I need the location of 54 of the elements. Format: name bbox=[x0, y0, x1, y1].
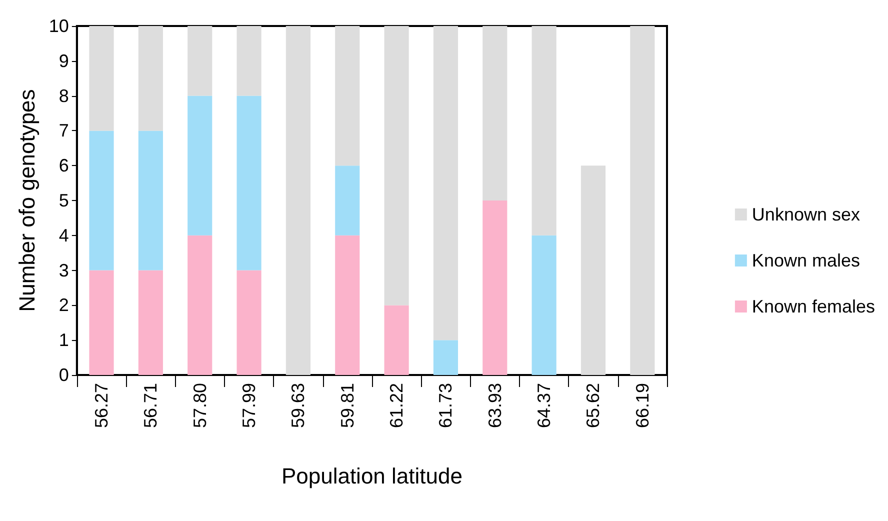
bar bbox=[89, 130, 114, 270]
y-tick-label: 8 bbox=[58, 86, 69, 106]
y-tick-label: 0 bbox=[58, 365, 69, 385]
bar bbox=[532, 235, 556, 375]
bar bbox=[335, 235, 360, 375]
x-axis-title: Population latitude bbox=[281, 464, 462, 488]
x-tick-label: 64.37 bbox=[534, 383, 554, 428]
x-tick-label: 56.27 bbox=[92, 383, 112, 428]
bar bbox=[482, 26, 508, 200]
y-tick-label: 7 bbox=[58, 120, 69, 141]
bar bbox=[236, 270, 262, 375]
bar bbox=[335, 26, 360, 166]
x-tick-label: 59.81 bbox=[337, 383, 358, 428]
x-tick-label: 61.22 bbox=[386, 383, 407, 428]
bar bbox=[335, 166, 360, 236]
y-tick-label: 1 bbox=[58, 330, 69, 350]
bar bbox=[433, 340, 458, 375]
y-axis-title: Number ofo genotypes bbox=[14, 89, 40, 312]
bar bbox=[138, 270, 163, 375]
bar bbox=[286, 26, 310, 375]
bar bbox=[482, 200, 508, 375]
x-tick-label: 66.19 bbox=[632, 383, 652, 428]
x-tick-label: 57.99 bbox=[239, 383, 260, 428]
legend-label: Known males bbox=[752, 250, 860, 270]
bar bbox=[384, 26, 409, 306]
bar bbox=[532, 26, 556, 236]
x-tick-label: 65.62 bbox=[583, 383, 604, 428]
x-tick-label: 63.93 bbox=[484, 383, 505, 428]
bar bbox=[138, 26, 163, 131]
bar bbox=[188, 26, 212, 96]
legend-label: Known females bbox=[752, 296, 876, 316]
legend-label: Unknown sex bbox=[752, 204, 860, 224]
y-tick-label: 4 bbox=[58, 225, 69, 246]
bar bbox=[433, 26, 458, 340]
bar bbox=[89, 26, 114, 131]
y-tick-label: 9 bbox=[58, 50, 69, 71]
bar bbox=[236, 26, 262, 96]
x-tick-label: 61.73 bbox=[436, 383, 456, 428]
y-tick-label: 2 bbox=[58, 295, 69, 316]
y-tick-label: 10 bbox=[48, 16, 69, 36]
y-tick-label: 5 bbox=[58, 190, 69, 210]
bar bbox=[384, 305, 409, 375]
x-tick-label: 56.71 bbox=[140, 383, 161, 428]
x-tick-label: 59.63 bbox=[288, 383, 308, 428]
bar bbox=[188, 96, 212, 236]
bar bbox=[580, 166, 606, 375]
bar bbox=[188, 235, 212, 375]
y-tick-label: 6 bbox=[58, 156, 69, 176]
x-tick-label: 57.80 bbox=[190, 383, 210, 428]
bar bbox=[236, 96, 262, 270]
bar bbox=[630, 26, 655, 375]
bar bbox=[89, 270, 114, 375]
bar bbox=[138, 130, 163, 270]
y-tick-label: 3 bbox=[58, 260, 69, 280]
